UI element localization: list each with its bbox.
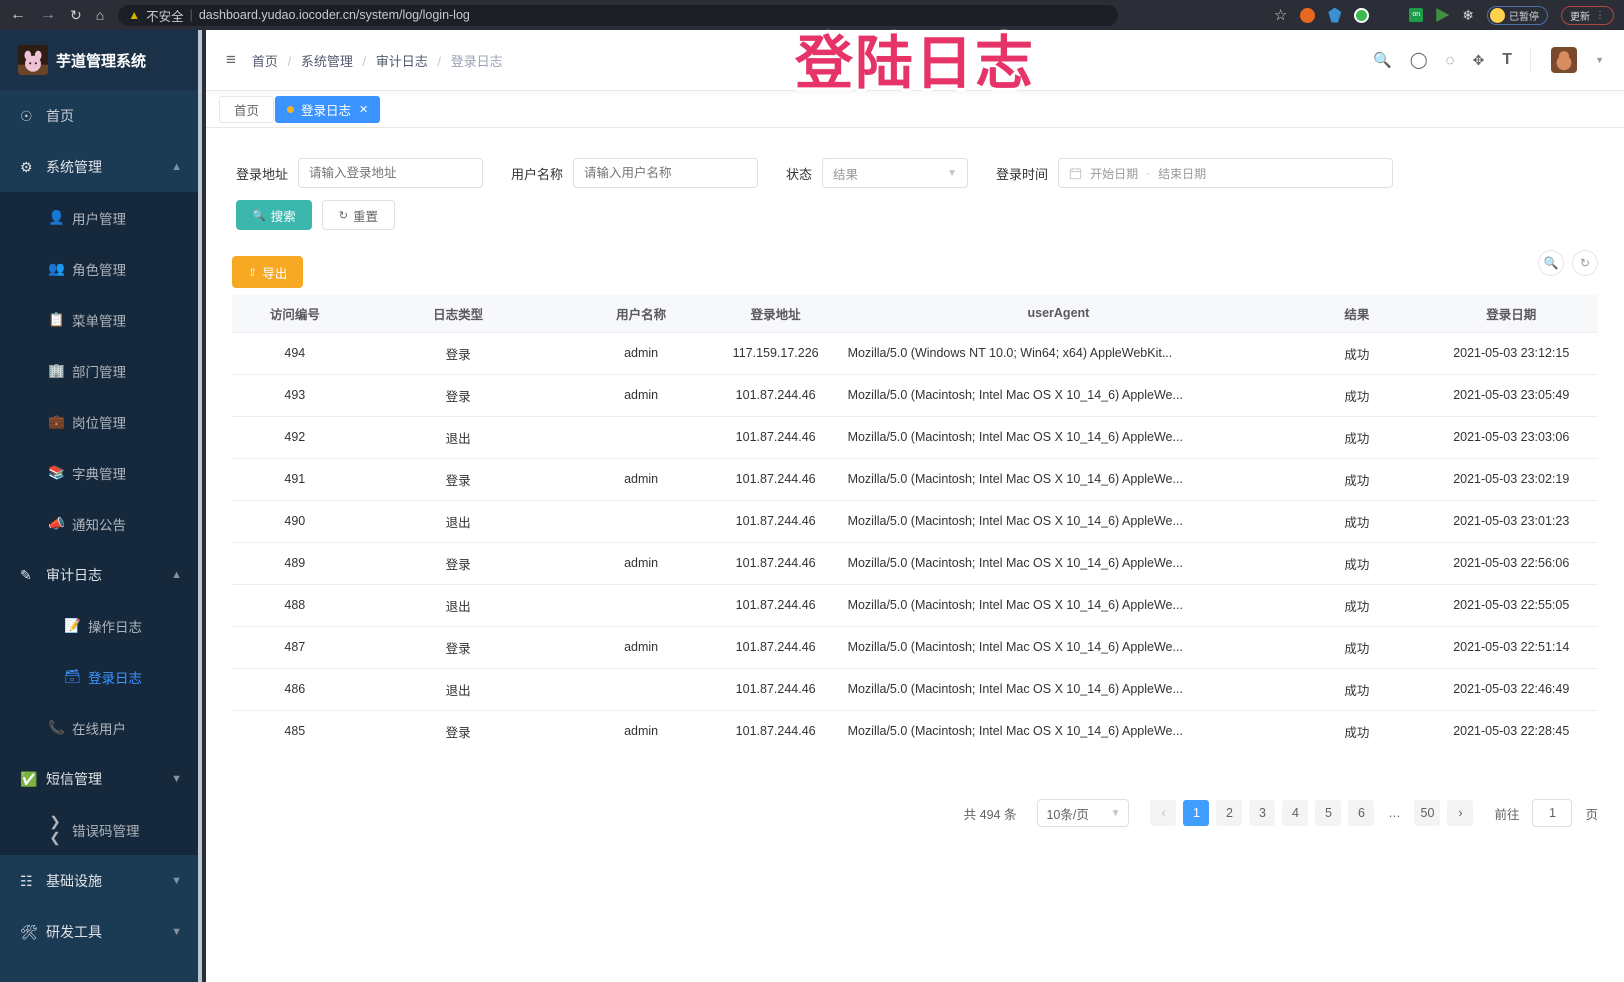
svg-text:登陆日志: 登陆日志 (794, 31, 1035, 96)
